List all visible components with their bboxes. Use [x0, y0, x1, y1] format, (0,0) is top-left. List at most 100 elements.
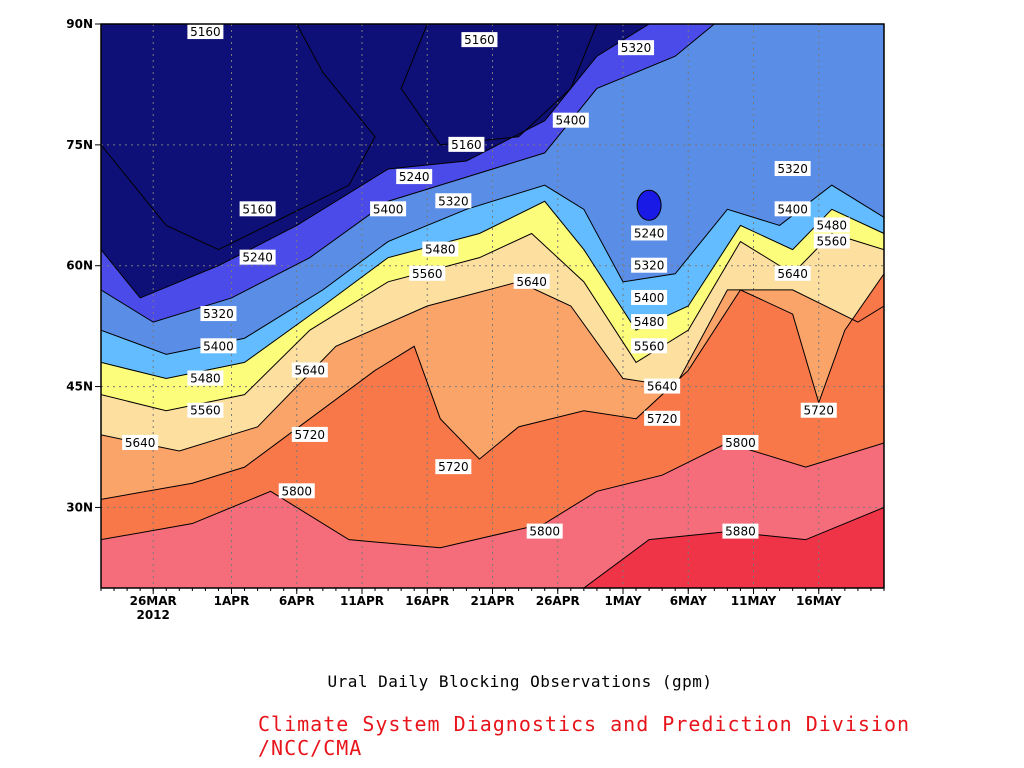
contour-line-5320	[101, 24, 715, 323]
contour-line-5720	[101, 273, 884, 500]
contour-label-text: 5720	[803, 404, 834, 418]
contour-label-text: 5160	[451, 138, 482, 152]
x-tick-label: 16MAY	[796, 594, 842, 608]
contour-lines	[101, 24, 884, 588]
contour-label-text: 5400	[203, 339, 234, 353]
contour-label-text: 5560	[817, 235, 848, 249]
x-tick-label: 6MAY	[670, 594, 707, 608]
contour-label: 5160	[239, 201, 276, 217]
contour-label: 5320	[631, 257, 668, 273]
contour-label-text: 5640	[516, 275, 547, 289]
contour-label-text: 5480	[817, 218, 848, 232]
contour-label: 5320	[774, 161, 811, 177]
band-fill-5160-core	[101, 24, 376, 250]
contour-label: 5640	[774, 265, 811, 281]
contour-label-text: 5560	[412, 267, 443, 281]
contour-label-text: 5640	[295, 363, 326, 377]
contour-label: 5320	[618, 40, 655, 56]
contour-label: 5240	[631, 225, 668, 241]
contour-label: 5160	[461, 32, 498, 48]
contour-label-text: 5720	[647, 412, 678, 426]
contour-label: 5320	[200, 306, 237, 322]
contour-label: 5800	[278, 483, 315, 499]
contour-label: 5640	[513, 273, 550, 289]
contour-label-text: 5720	[295, 428, 326, 442]
contour-label-text: 5160	[242, 202, 273, 216]
credit-line: Climate System Diagnostics and Predictio…	[258, 712, 911, 760]
contour-label-text: 5800	[529, 525, 560, 539]
x-tick-label: 26MAR	[130, 594, 177, 608]
contour-line-5400	[101, 184, 884, 355]
contour-label-text: 5560	[634, 339, 665, 353]
contour-chart: 5160 5160 5320 5400 5160 5240 5320 5160 5400 5240…	[66, 17, 885, 622]
contour-label: 5240	[239, 249, 276, 265]
contour-label: 5400	[200, 338, 237, 354]
contour-fill-layer	[101, 24, 884, 588]
contour-label-text: 5400	[556, 114, 587, 128]
contour-label-text: 5800	[281, 484, 312, 498]
x-tick-label: 1MAY	[604, 594, 641, 608]
band-fill-5880	[583, 507, 884, 588]
y-tick-label: 75N	[66, 138, 93, 152]
x-tick-label: 16APR	[405, 594, 449, 608]
y-tick-label: 45N	[66, 380, 93, 394]
contour-label: 5800	[526, 523, 563, 539]
contour-line-5240	[101, 24, 650, 299]
contour-label: 5480	[813, 217, 850, 233]
x-tick-label: 1APR	[214, 594, 250, 608]
contour-label-text: 5640	[125, 436, 156, 450]
contour-label-text: 5240	[399, 170, 430, 184]
contour-label: 5880	[722, 523, 759, 539]
contour-label: 5720	[435, 459, 472, 475]
contour-line-5480	[101, 200, 884, 380]
x-tick-label: 11APR	[340, 594, 384, 608]
contour-label: 5400	[370, 201, 407, 217]
contour-label-text: 5320	[777, 162, 808, 176]
chart-title: Ural Daily Blocking Observations (gpm)	[327, 672, 713, 691]
contour-label-text: 5480	[634, 315, 665, 329]
y-axis: 30N 45N 60N 75N 90N	[66, 17, 101, 514]
contour-label: 5800	[722, 434, 759, 450]
x-tick-sublabel: 2012	[136, 608, 169, 622]
contour-label-text: 5320	[438, 194, 469, 208]
contour-label: 5560	[409, 265, 446, 281]
contour-label-text: 5160	[464, 33, 495, 47]
contour-label: 5480	[187, 370, 224, 386]
contour-label: 5320	[435, 193, 472, 209]
contour-label-text: 5400	[373, 202, 404, 216]
contour-label-text: 5160	[190, 25, 221, 39]
contour-label: 5720	[291, 426, 328, 442]
x-tick-label: 6APR	[279, 594, 315, 608]
contour-line-5640	[101, 281, 884, 452]
contour-label-text: 5640	[647, 380, 678, 394]
contour-label-text: 5880	[725, 525, 756, 539]
x-tick-label: 26APR	[536, 594, 580, 608]
low-center-fill	[637, 190, 662, 221]
contour-label-text: 5560	[190, 404, 221, 418]
contour-label-text: 5400	[777, 202, 808, 216]
contour-label: 5720	[644, 410, 681, 426]
contour-label: 5720	[800, 402, 837, 418]
contour-label: 5240	[396, 169, 433, 185]
x-tick-label: 21APR	[470, 594, 514, 608]
contour-label-text: 5720	[438, 460, 469, 474]
contour-label: 5160	[187, 24, 224, 40]
contour-label-text: 5320	[203, 307, 234, 321]
y-tick-label: 30N	[66, 500, 93, 514]
contour-label: 5640	[291, 362, 328, 378]
contour-line-5800	[101, 442, 884, 549]
contour-label-text: 5400	[634, 291, 665, 305]
contour-label-text: 5480	[425, 243, 456, 257]
y-tick-label: 60N	[66, 259, 93, 273]
contour-label-text: 5240	[634, 226, 665, 240]
contour-label: 5160	[448, 136, 485, 152]
contour-label-text: 5480	[190, 372, 221, 386]
contour-label: 5400	[631, 289, 668, 305]
contour-label-text: 5320	[634, 259, 665, 273]
contour-label: 5560	[631, 338, 668, 354]
contour-label: 5640	[122, 434, 159, 450]
contour-label-text: 5320	[621, 41, 652, 55]
contour-label: 5480	[422, 241, 459, 257]
x-tick-label: 11MAY	[731, 594, 777, 608]
